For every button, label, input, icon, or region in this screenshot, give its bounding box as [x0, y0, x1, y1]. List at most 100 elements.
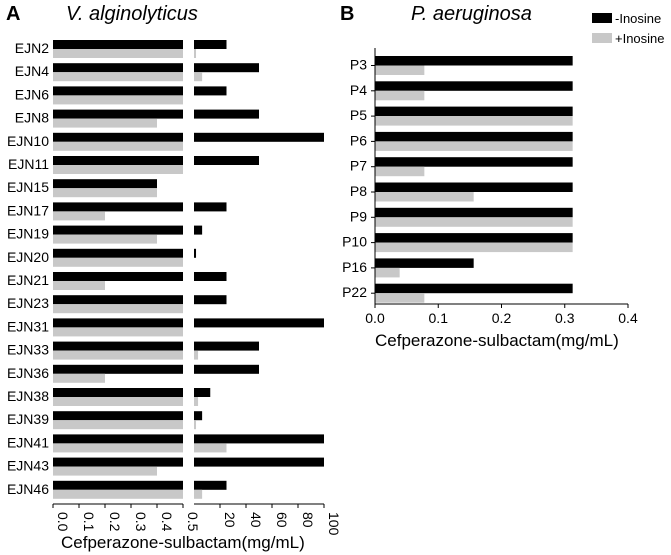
panel-a-x-axis: 0.0 0.1 0.2 0.3 0.4 0.5 20 40 60 80 100 — [52, 503, 342, 536]
category-label-ejn38: EJN38 — [7, 388, 49, 404]
legend-swatch-minus-inosine — [592, 13, 612, 23]
category-label-ejn8: EJN8 — [15, 110, 49, 126]
bar-inosine-ejn20 — [53, 257, 183, 267]
category-label-ejn39: EJN39 — [7, 411, 49, 427]
bar-inosine-p5 — [375, 106, 573, 117]
bar-inosine-ejn36-left — [53, 364, 183, 374]
bar-inosine-ejn4-right — [194, 72, 203, 82]
category-label-ejn2: EJN2 — [15, 40, 49, 56]
tick-label-right-0: 20 — [222, 512, 238, 528]
bar-inosine-ejn39-left — [53, 420, 183, 430]
panel-a-letter: A — [6, 3, 20, 25]
x-tick-label-3: 0.3 — [555, 310, 575, 326]
category-label-p9: P9 — [350, 208, 367, 224]
bar-inosine-ejn8-right — [194, 109, 259, 119]
bar-inosine-ejn6-left — [53, 86, 183, 96]
bar-inosine-ejn11 — [53, 165, 183, 174]
category-label-p8: P8 — [350, 183, 367, 199]
bar-inosine-ejn6-right — [194, 86, 227, 96]
bar-inosine-ejn2-left — [53, 40, 183, 49]
panel-b-title: P. aeruginosa — [411, 3, 532, 25]
bar-inosine-p10 — [375, 233, 573, 243]
category-label-ejn15: EJN15 — [7, 179, 49, 195]
bar-inosine-ejn31 — [53, 327, 183, 337]
bar-inosine-p22 — [375, 283, 573, 294]
legend-swatch-plus-inosine — [592, 33, 612, 43]
bar-inosine-ejn41-right — [194, 434, 324, 444]
bar-inosine-ejn41-left — [53, 443, 183, 453]
bar-inosine-ejn36 — [53, 373, 105, 383]
legend-label-minus-inosine: -Inosine — [615, 11, 661, 26]
bar-inosine-p9 — [375, 217, 573, 227]
category-label-ejn19: EJN19 — [7, 226, 49, 242]
bar-inosine-p16 — [375, 258, 474, 268]
bar-inosine-ejn43-left — [53, 457, 183, 467]
category-label-ejn11: EJN11 — [8, 156, 49, 172]
tick-label-left-2: 0.2 — [107, 512, 123, 532]
bar-inosine-ejn20-left — [53, 248, 183, 258]
bar-inosine-p22 — [375, 293, 425, 303]
x-tick-label-1: 0.1 — [429, 310, 449, 326]
bar-inosine-ejn19 — [53, 234, 157, 244]
bar-inosine-ejn11-left — [53, 156, 183, 165]
tick-label-right-4: 100 — [326, 512, 342, 536]
bar-inosine-ejn41-right — [194, 443, 227, 453]
bar-inosine-ejn2-right — [194, 49, 197, 58]
bar-inosine-p3 — [375, 56, 573, 66]
bar-inosine-p8 — [375, 192, 474, 202]
category-label-p7: P7 — [350, 158, 367, 174]
category-label-ejn6: EJN6 — [15, 86, 49, 102]
bar-inosine-ejn17 — [53, 211, 105, 221]
category-label-p10: P10 — [342, 234, 367, 250]
bar-inosine-p8 — [375, 182, 573, 192]
bar-inosine-ejn43 — [53, 466, 157, 476]
bar-inosine-p7 — [375, 166, 425, 177]
legend: -Inosine +Inosine — [592, 11, 665, 46]
bar-inosine-ejn23-left — [53, 295, 183, 305]
bar-inosine-ejn36-right — [194, 364, 259, 374]
bar-inosine-ejn4-left — [53, 63, 183, 73]
panel-b-letter: B — [340, 3, 354, 25]
panel-a-bars — [53, 40, 324, 499]
category-label-ejn41: EJN41 — [7, 434, 49, 450]
bar-inosine-ejn46-left — [53, 480, 183, 490]
bar-inosine-ejn17-right — [194, 202, 227, 212]
category-label-ejn33: EJN33 — [7, 342, 49, 358]
legend-label-plus-inosine: +Inosine — [615, 31, 665, 46]
bar-inosine-p6 — [375, 141, 573, 151]
tick-label-left-5: 0.5 — [185, 512, 201, 532]
category-label-ejn46: EJN46 — [7, 481, 49, 497]
bar-inosine-ejn19-left — [53, 225, 183, 235]
bar-inosine-ejn21-right — [194, 272, 227, 281]
category-label-ejn10: EJN10 — [7, 133, 49, 149]
tick-label-left-3: 0.3 — [133, 512, 149, 532]
category-label-ejn36: EJN36 — [7, 365, 49, 381]
bar-inosine-ejn17-left — [53, 202, 183, 212]
bar-inosine-p5 — [375, 116, 573, 126]
bar-inosine-p10 — [375, 242, 573, 253]
category-label-p4: P4 — [350, 82, 367, 98]
bar-inosine-ejn2-right — [194, 40, 227, 49]
category-label-ejn17: EJN17 — [7, 202, 49, 218]
category-label-p6: P6 — [350, 132, 367, 148]
tick-label-right-1: 40 — [248, 512, 264, 528]
bar-inosine-ejn20-right — [194, 248, 197, 258]
bar-inosine-ejn43-right — [194, 457, 324, 467]
bar-inosine-ejn2-left — [53, 49, 183, 58]
bar-inosine-ejn41-left — [53, 434, 183, 444]
tick-label-left-1: 0.1 — [81, 512, 97, 532]
category-label-ejn4: EJN4 — [15, 63, 49, 79]
bar-inosine-ejn8 — [53, 118, 157, 128]
bar-inosine-ejn46-left — [53, 489, 183, 499]
bar-inosine-ejn39-right — [194, 411, 203, 421]
bar-inosine-ejn19-right — [194, 225, 203, 235]
bar-inosine-p16 — [375, 267, 400, 278]
bar-inosine-ejn38-left — [53, 388, 183, 397]
bar-inosine-ejn4-right — [194, 63, 259, 73]
panel-b-x-axis: 0.0 0.1 0.2 0.3 0.4 — [365, 48, 638, 326]
bar-inosine-ejn4-left — [53, 72, 183, 82]
x-tick-label-0: 0.0 — [365, 310, 385, 326]
panel-a-title: V. alginolyticus — [66, 3, 198, 25]
x-tick-label-4: 0.4 — [618, 310, 638, 326]
category-label-ejn20: EJN20 — [7, 249, 49, 265]
